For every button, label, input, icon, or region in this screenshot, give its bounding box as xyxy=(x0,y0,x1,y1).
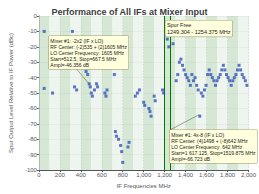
svg-text:1249.304 - 1254.375 MHz: 1249.304 - 1254.375 MHz xyxy=(167,29,231,35)
svg-text:600: 600 xyxy=(97,172,108,178)
svg-text:LO Center Frequency: 1605 MHz: LO Center Frequency: 1605 MHz xyxy=(50,49,124,56)
svg-text:Mixer #1: -2x2 (IF x LO): Mixer #1: -2x2 (IF x LO) xyxy=(50,37,104,44)
svg-text:-70: -70 xyxy=(28,121,37,127)
svg-text:-80: -80 xyxy=(28,136,37,142)
svg-text:Performance of All IFs at Mixe: Performance of All IFs at Mixer Input xyxy=(51,7,207,17)
svg-text:800: 800 xyxy=(118,172,129,178)
svg-text:2,000: 2,000 xyxy=(241,172,257,178)
svg-text:Start=1 617.125, Stop=1519.875: Start=1 617.125, Stop=1519.875 MHz xyxy=(171,149,256,156)
svg-text:Ampl=-66.723 dB: Ampl=-66.723 dB xyxy=(171,156,210,162)
svg-text:-100: -100 xyxy=(25,167,38,173)
svg-text:LO Center Frequency: 642 MHz: LO Center Frequency: 642 MHz xyxy=(171,143,243,150)
svg-text:-20: -20 xyxy=(28,44,37,50)
svg-text:1,800: 1,800 xyxy=(220,172,236,178)
svg-text:1,600: 1,600 xyxy=(199,172,215,178)
svg-text:Spur Output Level Relative to: Spur Output Level Relative to IF Power (… xyxy=(8,33,14,153)
svg-text:RF Center: (-2)535 + (2)1605 M: RF Center: (-2)535 + (2)1605 MHz xyxy=(50,43,127,50)
svg-text:0: 0 xyxy=(34,13,38,19)
svg-text:1,400: 1,400 xyxy=(178,172,194,178)
svg-text:1,200: 1,200 xyxy=(157,172,173,178)
svg-text:-10: -10 xyxy=(28,28,37,34)
svg-text:400: 400 xyxy=(76,172,87,178)
svg-text:-90: -90 xyxy=(28,152,37,158)
svg-text:0: 0 xyxy=(37,172,41,178)
svg-text:Mixer #1: 4x-8 (IF x LO): Mixer #1: 4x-8 (IF x LO) xyxy=(171,131,225,138)
svg-text:RF Center: (4)1498 + (-8)642 M: RF Center: (4)1498 + (-8)642 MHz xyxy=(171,137,248,144)
svg-text:Spur Free: Spur Free xyxy=(167,22,191,28)
svg-text:Ampl=-46.356 dB: Ampl=-46.356 dB xyxy=(50,62,89,68)
svg-text:-60: -60 xyxy=(28,105,37,111)
svg-text:200: 200 xyxy=(55,172,66,178)
svg-text:-40: -40 xyxy=(28,75,37,81)
svg-text:IF Frequencies MHz: IF Frequencies MHz xyxy=(117,183,171,189)
svg-text:-30: -30 xyxy=(28,59,37,65)
svg-text:Start=512.5, Stop=667.5 MHz: Start=512.5, Stop=667.5 MHz xyxy=(50,55,117,62)
svg-text:-50: -50 xyxy=(28,90,37,96)
svg-text:1,000: 1,000 xyxy=(136,172,152,178)
